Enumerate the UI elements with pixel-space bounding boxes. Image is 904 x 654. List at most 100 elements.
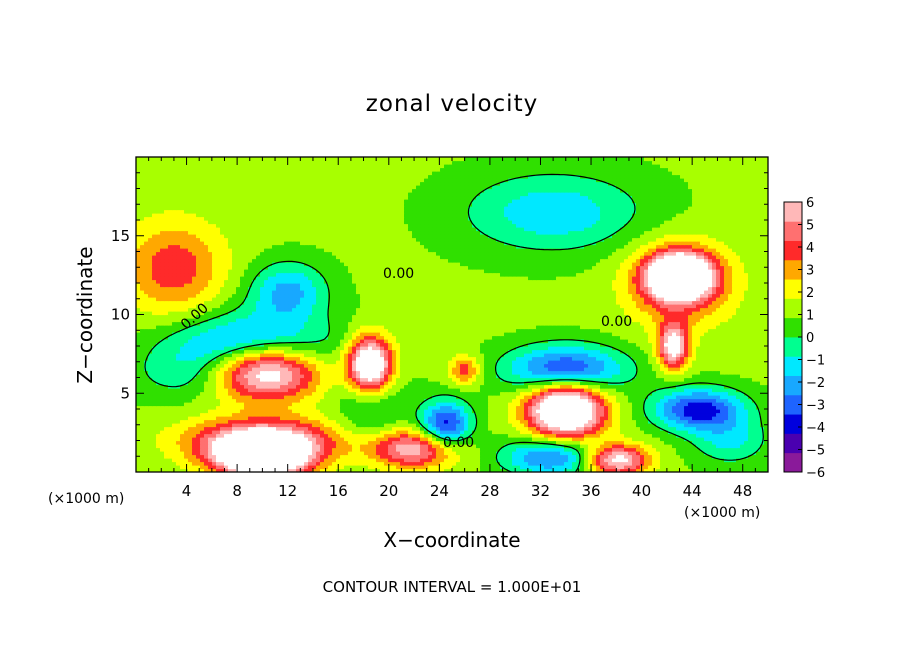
heatmap-cell (472, 363, 477, 368)
heatmap-cell (712, 391, 717, 396)
heatmap-cell (580, 468, 585, 472)
heatmap-cell (412, 451, 417, 456)
heatmap-cell (604, 465, 609, 470)
heatmap-cell (328, 377, 333, 382)
heatmap-cell (180, 444, 185, 449)
heatmap-cell (192, 377, 197, 382)
heatmap-cell (236, 433, 241, 438)
heatmap-cell (568, 461, 573, 466)
heatmap-cell (392, 416, 397, 421)
heatmap-cell (188, 423, 193, 428)
heatmap-cell (764, 405, 768, 410)
heatmap-cell (232, 437, 237, 442)
heatmap-cell (612, 433, 617, 438)
heatmap-cell (344, 437, 349, 442)
heatmap-cell (472, 444, 477, 449)
heatmap-cell (276, 405, 281, 410)
heatmap-cell (752, 423, 757, 428)
heatmap-cell (364, 447, 369, 452)
heatmap-cell (324, 384, 329, 389)
heatmap-cell (724, 412, 729, 417)
heatmap-cell (156, 468, 161, 472)
heatmap-cell (164, 465, 169, 470)
heatmap-cell (532, 458, 537, 463)
heatmap-cell (716, 426, 721, 431)
heatmap-cell (212, 398, 217, 403)
heatmap-cell (172, 395, 177, 400)
heatmap-cell (504, 430, 509, 435)
heatmap-cell (484, 430, 489, 435)
heatmap-cell (304, 430, 309, 435)
heatmap-cell (324, 398, 329, 403)
heatmap-cell (244, 412, 249, 417)
heatmap-cell (436, 363, 441, 368)
heatmap-cell (372, 416, 377, 421)
heatmap-cell (292, 444, 297, 449)
heatmap-cell (552, 405, 557, 410)
heatmap-cell (152, 377, 157, 382)
heatmap-cell (260, 405, 265, 410)
heatmap-cell (252, 402, 257, 407)
heatmap-cell (156, 391, 161, 396)
heatmap-cell (580, 458, 585, 463)
heatmap-cell (180, 377, 185, 382)
heatmap-cell (636, 374, 641, 379)
heatmap-cell (556, 423, 561, 428)
heatmap-cell (140, 395, 145, 400)
heatmap-cell (292, 447, 297, 452)
heatmap-cell (176, 458, 181, 463)
heatmap-cell (240, 454, 245, 459)
heatmap-cell (312, 367, 317, 372)
heatmap-cell (536, 451, 541, 456)
heatmap-cell (288, 384, 293, 389)
heatmap-cell (204, 440, 209, 445)
heatmap-cell (220, 405, 225, 410)
heatmap-cell (612, 461, 617, 466)
heatmap-cell (712, 454, 717, 459)
heatmap-cell (228, 468, 233, 472)
heatmap-cell (136, 363, 141, 368)
heatmap-cell (472, 426, 477, 431)
heatmap-cell (332, 433, 337, 438)
heatmap-cell (448, 461, 453, 466)
heatmap-cell (528, 461, 533, 466)
heatmap-cell (604, 437, 609, 442)
heatmap-cell (260, 416, 265, 421)
heatmap-cell (432, 451, 437, 456)
heatmap-cell (376, 451, 381, 456)
heatmap-cell (572, 395, 577, 400)
heatmap-cell (508, 363, 513, 368)
heatmap-cell (432, 367, 437, 372)
heatmap-cell (472, 405, 477, 410)
heatmap-cell (604, 426, 609, 431)
heatmap-cell (376, 412, 381, 417)
heatmap-cell (640, 367, 645, 372)
heatmap-cell (392, 440, 397, 445)
heatmap-cell (568, 430, 573, 435)
heatmap-cell (460, 409, 465, 414)
heatmap-cell (548, 412, 553, 417)
heatmap-cell (436, 384, 441, 389)
heatmap-cell (272, 444, 277, 449)
heatmap-cell (748, 419, 753, 424)
heatmap-cell (568, 468, 573, 472)
heatmap-cell (408, 468, 413, 472)
heatmap-cell (600, 458, 605, 463)
heatmap-cell (200, 430, 205, 435)
heatmap-cell (584, 451, 589, 456)
heatmap-cell (756, 412, 761, 417)
heatmap-cell (340, 398, 345, 403)
heatmap-cell (524, 426, 529, 431)
heatmap-cell (608, 416, 613, 421)
heatmap-cell (628, 395, 633, 400)
heatmap-cell (460, 398, 465, 403)
heatmap-cell (412, 363, 417, 368)
heatmap-cell (188, 447, 193, 452)
heatmap-cell (548, 409, 553, 414)
heatmap-cell (180, 461, 185, 466)
heatmap-cell (720, 433, 725, 438)
heatmap-cell (232, 384, 237, 389)
heatmap-cell (512, 423, 517, 428)
heatmap-cell (496, 384, 501, 389)
heatmap-cell (256, 426, 261, 431)
